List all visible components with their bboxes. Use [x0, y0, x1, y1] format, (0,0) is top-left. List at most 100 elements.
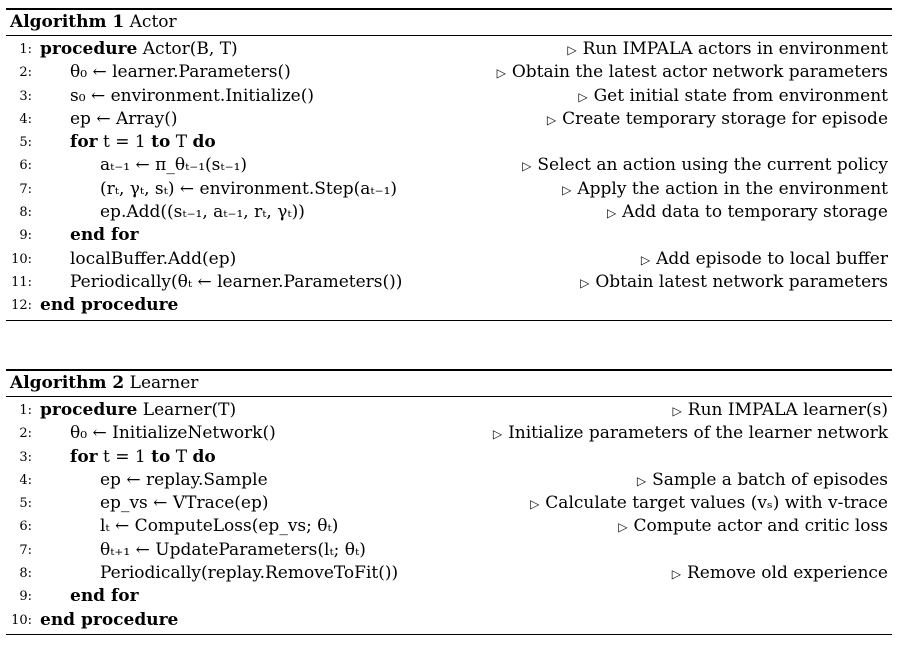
algorithm-lines: 1: procedure Learner(T) ▷ Run IMPALA learne… — [6, 397, 892, 632]
comment-triangle-icon: ▷ — [522, 159, 532, 174]
line-code: for t = 1 to T do — [70, 446, 216, 467]
line-number: 7: — [19, 181, 32, 197]
algorithm-line: 10: end procedure — [6, 609, 892, 632]
line-code: end for — [70, 586, 139, 607]
comment-text: Run IMPALA actors in environment — [582, 39, 888, 59]
line-number: 1: — [19, 42, 32, 57]
algorithm-line: 1: procedure Actor(B, T) ▷ Run IMPALA actor… — [6, 38, 892, 61]
comment-triangle-icon: ▷ — [580, 275, 590, 290]
line-comment: ▷ Create temporary storage for episode — [547, 108, 888, 132]
algorithm-line: 4: ep ← replay.Sample ▷ Sample a batch of e… — [6, 469, 892, 492]
line-number: 11: — [11, 274, 32, 290]
comment-triangle-icon: ▷ — [496, 66, 506, 81]
comment-text: Obtain the latest actor network paramete… — [511, 62, 888, 83]
line-code: procedure Learner(T) — [40, 400, 237, 420]
comment-triangle-icon: ▷ — [562, 182, 572, 197]
line-code: ep ← replay.Sample — [100, 469, 268, 490]
line-number: 8: — [19, 205, 32, 221]
line-code: θ₀ ← learner.Parameters() — [70, 62, 291, 83]
line-code: end procedure — [40, 295, 179, 316]
comment-triangle-icon: ▷ — [672, 404, 682, 418]
algorithm-line: 2: θ₀ ← InitializeNetwork() ▷ Initialize pa… — [6, 422, 892, 445]
line-comment: ▷ Run IMPALA actors in environment — [567, 38, 888, 62]
comment-text: Sample a batch of episodes — [652, 469, 888, 490]
line-number: 6: — [19, 519, 32, 535]
comment-text: Initialize parameters of the learner net… — [508, 423, 888, 444]
top-rule — [6, 369, 892, 371]
comment-text: Select an action using the current polic… — [537, 155, 888, 176]
line-number: 6: — [19, 158, 32, 174]
line-code: (rₜ, γₜ, sₜ) ← environment.Step(aₜ₋₁) — [100, 178, 398, 199]
comment-triangle-icon: ▷ — [636, 473, 647, 488]
algorithm-line: 9: end for — [6, 224, 892, 247]
line-comment: ▷ Get initial state from environment — [578, 85, 888, 109]
algorithm-line: 12: end procedure — [6, 294, 892, 317]
comment-text: Calculate target values (vₛ) with v-trac… — [545, 493, 888, 514]
line-number: 4: — [19, 111, 32, 127]
line-code: ep ← Array() — [70, 108, 178, 129]
line-number: 3: — [19, 88, 32, 104]
line-comment: ▷ Add episode to local buffer — [641, 248, 888, 272]
comment-text: Remove old experience — [687, 563, 888, 584]
line-comment: ▷ Sample a batch of episodes — [637, 469, 888, 493]
comment-text: Apply the action in the environment — [577, 178, 888, 199]
line-comment: ▷ Add data to temporary storage — [607, 201, 888, 225]
comment-triangle-icon: ▷ — [606, 206, 617, 221]
line-code: aₜ₋₁ ← π_θₜ₋₁(sₜ₋₁) — [100, 155, 248, 176]
algorithm-label: Algorithm 1 — [10, 12, 125, 32]
line-number: 8: — [19, 566, 32, 582]
algorithm-1-actor: Algorithm 1 Actor 1: procedure Actor(B, T… — [6, 8, 892, 321]
algorithm-line: 9: end for — [6, 585, 892, 608]
line-number: 9: — [19, 228, 32, 244]
line-code: ep.Add((sₜ₋₁, aₜ₋₁, rₜ, γₜ)) — [100, 202, 305, 223]
line-number: 12: — [11, 298, 32, 314]
algorithm-title: Algorithm 1 Actor — [6, 10, 892, 36]
algorithm-line: 6: aₜ₋₁ ← π_θₜ₋₁(sₜ₋₁) ▷ Select an action u… — [6, 154, 892, 177]
line-comment: ▷ Select an action using the current poli… — [522, 154, 888, 178]
algorithm-line: 1: procedure Learner(T) ▷ Run IMPALA learne… — [6, 399, 892, 422]
algorithm-line: 10: localBuffer.Add(ep) ▷ Add episode to lo… — [6, 248, 892, 271]
comment-triangle-icon: ▷ — [530, 497, 540, 512]
line-number: 1: — [19, 403, 32, 418]
line-code: Periodically(θₜ ← learner.Parameters()) — [70, 271, 403, 292]
comment-triangle-icon: ▷ — [492, 427, 503, 442]
algorithm-2-learner: Algorithm 2 Learner 1: procedure Learner(… — [6, 369, 892, 635]
algorithm-lines: 1: procedure Actor(B, T) ▷ Run IMPALA actor… — [6, 36, 892, 318]
algorithm-line: 3: for t = 1 to T do — [6, 446, 892, 469]
line-code: for t = 1 to T do — [70, 132, 216, 153]
line-code: procedure Actor(B, T) — [40, 39, 238, 59]
line-comment: ▷ Remove old experience — [672, 562, 888, 586]
comment-triangle-icon: ▷ — [640, 252, 651, 267]
line-comment: ▷ Compute actor and critic loss — [618, 515, 888, 539]
comment-text: Add episode to local buffer — [656, 248, 888, 269]
line-comment: ▷ Initialize parameters of the learner ne… — [493, 422, 888, 446]
line-code: s₀ ← environment.Initialize() — [70, 85, 314, 106]
algorithm-line: 5: ep_vs ← VTrace(ep) ▷ Calculate target va… — [6, 492, 892, 515]
algorithm-label: Algorithm 2 — [10, 373, 125, 393]
algorithm-line: 7: θₜ₊₁ ← UpdateParameters(lₜ; θₜ) — [6, 539, 892, 562]
line-number: 2: — [19, 426, 32, 442]
algorithm-name: Actor — [129, 12, 177, 32]
comment-triangle-icon: ▷ — [578, 89, 588, 104]
line-number: 3: — [19, 449, 32, 465]
line-code: θ₀ ← InitializeNetwork() — [70, 423, 276, 444]
comment-text: Get initial state from environment — [593, 85, 888, 106]
comment-triangle-icon: ▷ — [567, 43, 577, 57]
comment-triangle-icon: ▷ — [618, 520, 628, 535]
line-comment: ▷ Calculate target values (vₛ) with v-tra… — [530, 492, 888, 516]
bottom-rule — [6, 319, 892, 321]
line-comment: ▷ Apply the action in the environment — [562, 178, 888, 202]
algorithm-line: 7: (rₜ, γₜ, sₜ) ← environment.Step(aₜ₋₁) ▷… — [6, 178, 892, 201]
comment-text: Compute actor and critic loss — [633, 516, 888, 537]
line-comment: ▷ Obtain latest network parameters — [580, 271, 888, 295]
line-number: 4: — [19, 472, 32, 488]
comment-text: Create temporary storage for episode — [562, 108, 888, 129]
algorithm-line: 2: θ₀ ← learner.Parameters() ▷ Obtain the l… — [6, 61, 892, 84]
line-code: end for — [70, 225, 139, 246]
line-code: Periodically(replay.RemoveToFit()) — [100, 563, 399, 584]
line-number: 7: — [19, 542, 32, 558]
line-number: 9: — [19, 589, 32, 605]
line-number: 10: — [11, 612, 32, 628]
line-code: ep_vs ← VTrace(ep) — [100, 493, 269, 514]
line-code: lₜ ← ComputeLoss(ep_vs; θₜ) — [100, 516, 339, 537]
